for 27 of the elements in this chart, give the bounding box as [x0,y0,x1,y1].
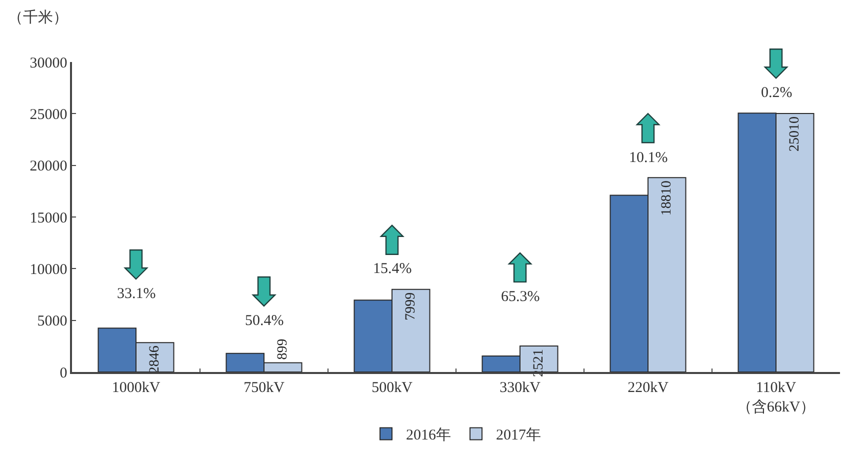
annotation: 10.1% [629,150,668,166]
data-label: 899 [275,338,290,360]
annotation: 65.3% [501,289,540,305]
annotation: 15.4% [373,261,412,277]
x-tick-label: 330kV [500,380,541,396]
x-tick-label: 750kV [244,380,285,396]
legend-label: 2017年 [496,426,541,444]
x-tick-label: 1000kV [112,380,160,396]
y-tick-label: 5000 [37,314,68,330]
data-label: 2846 [147,346,162,374]
y-tick-label: 25000 [30,106,68,123]
y-tick-label: 10000 [30,262,68,278]
data-label: 25010 [787,116,802,152]
y-tick-label: 15000 [30,210,68,226]
x-tick-label: 110kV （含66kV） [736,380,816,416]
data-label: 7999 [403,292,418,320]
data-label: 18810 [659,180,674,216]
y-tick-label: 20000 [30,158,68,175]
y-tick-label: 0 [60,365,68,382]
annotation: 50.4% [245,313,284,329]
annotation: 0.2% [761,85,792,101]
y-tick-label: 30000 [30,55,68,72]
annotation: 33.1% [117,286,156,302]
x-tick-label: 220kV [628,380,669,396]
legend-label: 2016年 [406,426,451,444]
x-tick-label: 500kV [372,380,413,396]
y-axis-title: （千米） [8,9,68,26]
